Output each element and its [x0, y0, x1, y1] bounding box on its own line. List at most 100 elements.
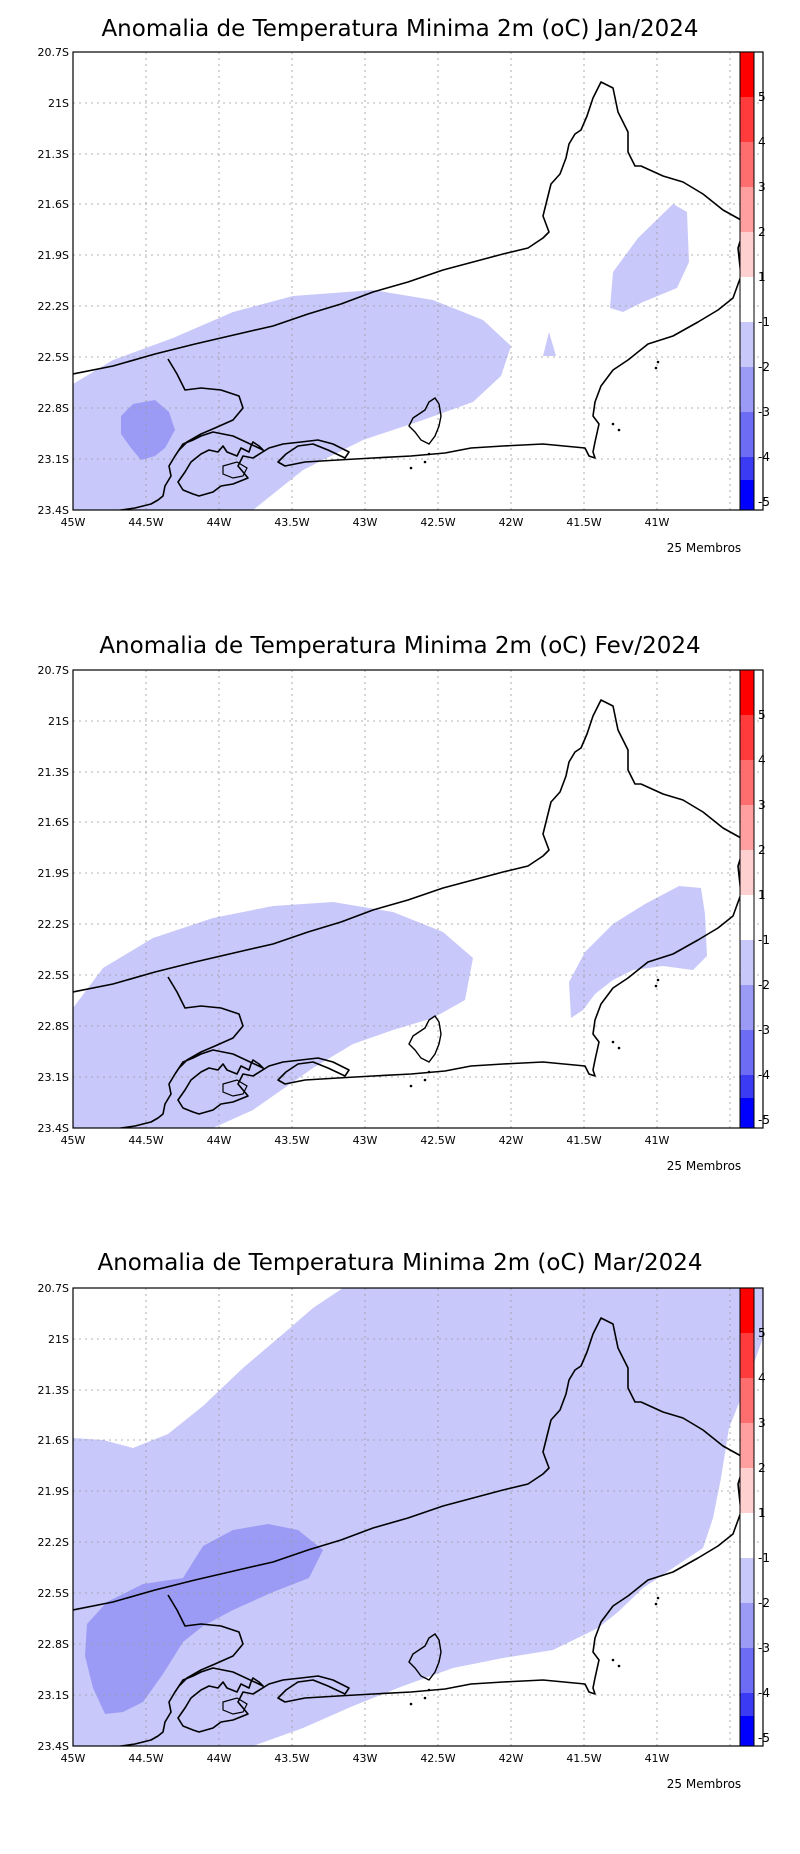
- panel-title: Anomalia de Temperatura Minima 2m (oC) F…: [99, 633, 700, 659]
- lon-tick-label: 42W: [499, 1134, 524, 1147]
- lon-tick-label: 41.5W: [566, 1752, 601, 1765]
- lon-tick-label: 43W: [353, 516, 378, 529]
- lat-tick-label: 21S: [48, 1333, 69, 1346]
- lat-axis: 20.7S 21S 21.3S 21.6S 21.9S 22.2S 22.5S …: [38, 1282, 69, 1753]
- colorbar-labels: 5 4 3 2 1 -1 -2 -3 -4 -5: [758, 90, 770, 509]
- lat-tick-label: 23.4S: [38, 1122, 69, 1135]
- lat-tick-label: 22.5S: [38, 351, 69, 364]
- map-panel-fev: Anomalia de Temperatura Minima 2m (oC) F…: [38, 633, 770, 1173]
- lon-tick-label: 45W: [61, 516, 86, 529]
- lon-tick-label: 44.5W: [128, 516, 163, 529]
- colorbar-label: 3: [758, 798, 766, 812]
- members-label: 25 Membros: [667, 1777, 741, 1791]
- colorbar-label: 5: [758, 1326, 766, 1340]
- colorbar-label: 3: [758, 180, 766, 194]
- colorbar-label: 2: [758, 1461, 766, 1475]
- colorbar: 5 4 3 2 1 -1 -2 -3 -4 -5: [739, 669, 770, 1129]
- lon-axis: 45W 44.5W 44W 43.5W 43W 42.5W 42W 41.5W …: [61, 516, 670, 529]
- colorbar-labels: 5 4 3 2 1 -1 -2 -3 -4 -5: [758, 1326, 770, 1745]
- lat-tick-label: 23.4S: [38, 1740, 69, 1753]
- lat-tick-label: 22.8S: [38, 1638, 69, 1651]
- lon-tick-label: 43W: [353, 1134, 378, 1147]
- lat-tick-label: 21.9S: [38, 1485, 69, 1498]
- lon-tick-label: 42W: [499, 1752, 524, 1765]
- colorbar-label: 3: [758, 1416, 766, 1430]
- lat-tick-label: 22.2S: [38, 300, 69, 313]
- lon-tick-label: 42.5W: [420, 1134, 455, 1147]
- lat-tick-label: 20.7S: [38, 664, 69, 677]
- lat-tick-label: 21.6S: [38, 1434, 69, 1447]
- lon-tick-label: 45W: [61, 1134, 86, 1147]
- colorbar-label: -3: [758, 405, 770, 419]
- lat-tick-label: 21.3S: [38, 1384, 69, 1397]
- lat-axis: 20.7S 21S 21.3S 21.6S 21.9S 22.2S 22.5S …: [38, 46, 69, 517]
- colorbar-label: 1: [758, 270, 766, 284]
- grid-lines: [73, 52, 763, 510]
- colorbar: 5 4 3 2 1 -1 -2 -3 -4 -5: [739, 51, 770, 511]
- colorbar-label: -3: [758, 1641, 770, 1655]
- colorbar-label: -4: [758, 1068, 770, 1082]
- grid-lines: [73, 670, 763, 1128]
- anomaly-region-minus1: [543, 332, 556, 356]
- anomaly-region-minus1: [569, 886, 707, 1018]
- lat-tick-label: 23.1S: [38, 1689, 69, 1702]
- colorbar-label: 2: [758, 225, 766, 239]
- lon-tick-label: 42.5W: [420, 516, 455, 529]
- colorbar-label: -5: [758, 495, 770, 509]
- lon-tick-label: 44.5W: [128, 1134, 163, 1147]
- anomaly-region-minus1: [73, 1288, 763, 1746]
- lat-tick-label: 21S: [48, 715, 69, 728]
- colorbar-label: -4: [758, 450, 770, 464]
- lon-tick-label: 41W: [645, 516, 670, 529]
- lon-axis: 45W 44.5W 44W 43.5W 43W 42.5W 42W 41.5W …: [61, 1134, 670, 1147]
- panel-title: Anomalia de Temperatura Minima 2m (oC) J…: [101, 16, 698, 42]
- lat-tick-label: 22.5S: [38, 969, 69, 982]
- lat-tick-label: 21S: [48, 97, 69, 110]
- lat-tick-label: 23.1S: [38, 1071, 69, 1084]
- lat-tick-label: 23.4S: [38, 504, 69, 517]
- plot-area: 20.7S 21S 21.3S 21.6S 21.9S 22.2S 22.5S …: [38, 46, 764, 555]
- lon-tick-label: 44.5W: [128, 1752, 163, 1765]
- plot-area: 20.7S 21S 21.3S 21.6S 21.9S 22.2S 22.5S …: [38, 664, 764, 1173]
- lat-tick-label: 20.7S: [38, 1282, 69, 1295]
- lat-tick-label: 22.8S: [38, 402, 69, 415]
- anomaly-region-minus2: [85, 1524, 323, 1714]
- lat-tick-label: 22.2S: [38, 1536, 69, 1549]
- colorbar-label: -1: [758, 1551, 770, 1565]
- anomaly-region-minus1: [73, 902, 473, 1128]
- colorbar-label: -5: [758, 1113, 770, 1127]
- lon-tick-label: 43W: [353, 1752, 378, 1765]
- members-label: 25 Membros: [667, 541, 741, 555]
- lat-tick-label: 22.8S: [38, 1020, 69, 1033]
- plot-area: 20.7S 21S 21.3S 21.6S 21.9S 22.2S 22.5S …: [38, 1282, 764, 1791]
- colorbar-label: -1: [758, 315, 770, 329]
- colorbar-label: -2: [758, 1596, 770, 1610]
- lon-tick-label: 43.5W: [274, 1752, 309, 1765]
- lon-tick-label: 41W: [645, 1752, 670, 1765]
- colorbar-label: -2: [758, 978, 770, 992]
- lon-tick-label: 44W: [207, 516, 232, 529]
- lat-tick-label: 20.7S: [38, 46, 69, 59]
- lat-tick-label: 21.3S: [38, 766, 69, 779]
- anomaly-region-minus2: [121, 400, 175, 460]
- colorbar-label: 1: [758, 888, 766, 902]
- lat-tick-label: 21.9S: [38, 867, 69, 880]
- lon-axis: 45W 44.5W 44W 43.5W 43W 42.5W 42W 41.5W …: [61, 1752, 670, 1765]
- lat-tick-label: 23.1S: [38, 453, 69, 466]
- lon-tick-label: 44W: [207, 1134, 232, 1147]
- colorbar: 5 4 3 2 1 -1 -2 -3 -4 -5: [739, 1287, 770, 1747]
- lon-tick-label: 41.5W: [566, 516, 601, 529]
- lon-tick-label: 42.5W: [420, 1752, 455, 1765]
- colorbar-label: 4: [758, 753, 766, 767]
- lat-axis: 20.7S 21S 21.3S 21.6S 21.9S 22.2S 22.5S …: [38, 664, 69, 1135]
- lat-tick-label: 21.3S: [38, 148, 69, 161]
- lon-tick-label: 42W: [499, 516, 524, 529]
- lon-tick-label: 43.5W: [274, 516, 309, 529]
- lat-tick-label: 22.5S: [38, 1587, 69, 1600]
- lon-tick-label: 41.5W: [566, 1134, 601, 1147]
- colorbar-label: -3: [758, 1023, 770, 1037]
- colorbar-label: 4: [758, 135, 766, 149]
- colorbar-labels: 5 4 3 2 1 -1 -2 -3 -4 -5: [758, 708, 770, 1127]
- colorbar-label: 1: [758, 1506, 766, 1520]
